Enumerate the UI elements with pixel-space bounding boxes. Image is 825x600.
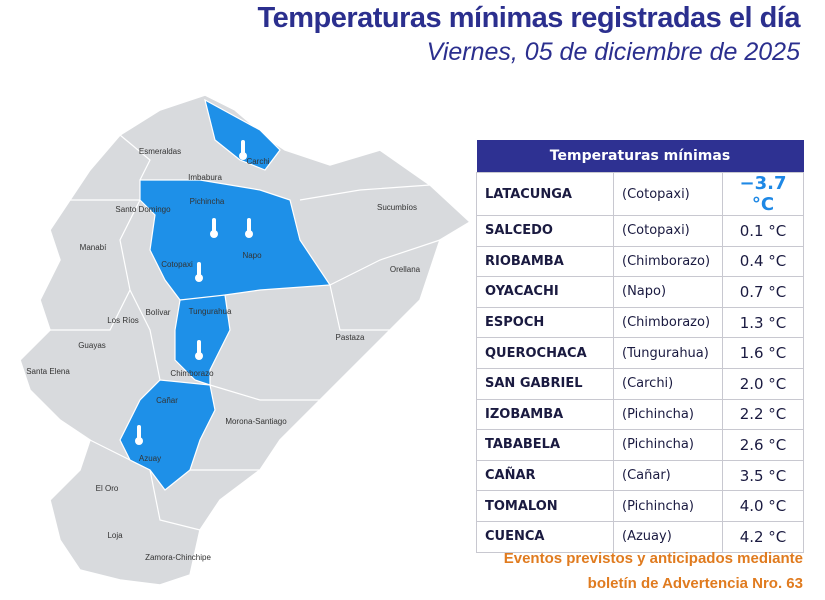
station: SALCEDO (476, 215, 614, 247)
temperature: 1.6 °C (722, 337, 804, 369)
temperature: 4.2 °C (722, 520, 804, 553)
station: ESPOCH (476, 306, 614, 339)
province-label: Carchi (246, 157, 269, 166)
table-title: Temperaturas mínimas (476, 140, 804, 173)
station: SAN GABRIEL (476, 367, 614, 400)
temperature: 2.6 °C (722, 429, 804, 461)
station: QUEROCHACA (476, 337, 614, 369)
province-label: Sucumbíos (377, 203, 417, 212)
station: RIOBAMBA (476, 245, 614, 278)
station: IZOBAMBA (476, 398, 614, 431)
station: TABABELA (476, 429, 614, 461)
province-label: Azuay (139, 454, 161, 463)
province-label: Esmeraldas (139, 147, 181, 156)
station: LATACUNGA (476, 172, 614, 216)
footer-line: boletín de Advertencia Nro. 63 (587, 575, 803, 592)
map: Carchi Esmeraldas Imbabura Pichincha Santo D… (19, 94, 470, 586)
province-label: Santo Domingo (115, 205, 171, 214)
table-row: QUEROCHACA (Tungurahua) 1.6 °C (476, 337, 804, 369)
temperature: 3.5 °C (722, 459, 804, 492)
temperature: 1.3 °C (722, 306, 804, 339)
station: CAÑAR (476, 459, 614, 492)
thermometer-icons (135, 140, 253, 445)
highlighted-provinces (119, 98, 332, 491)
table-row: TOMALON (Pichincha) 4.0 °C (476, 490, 804, 522)
temperature: 0.4 °C (722, 245, 804, 278)
province: (Carchi) (613, 367, 723, 400)
province-label: Los Ríos (107, 316, 139, 325)
province: (Cotopaxi) (613, 172, 723, 216)
province-label: Cotopaxi (161, 260, 193, 269)
country-shape (19, 94, 470, 586)
province-label: Pichincha (190, 197, 225, 206)
table-row: IZOBAMBA (Pichincha) 2.2 °C (476, 398, 804, 431)
temperature: 0.7 °C (722, 276, 804, 308)
province-label: Guayas (78, 341, 106, 350)
table-row: CAÑAR (Cañar) 3.5 °C (476, 459, 804, 492)
table-row: TABABELA (Pichincha) 2.6 °C (476, 429, 804, 461)
table-row: SALCEDO (Cotopaxi) 0.1 °C (476, 215, 804, 247)
province-label: Morona-Santiago (225, 417, 287, 426)
table-row: LATACUNGA (Cotopaxi) −3.7 °C (476, 172, 804, 216)
province: (Tungurahua) (613, 337, 723, 369)
temperature-table: Temperaturas mínimas LATACUNGA (Cotopaxi)… (476, 140, 804, 553)
province-label: Manabí (80, 243, 107, 252)
temperature: 0.1 °C (722, 215, 804, 247)
province: (Azuay) (613, 520, 723, 553)
table-row: RIOBAMBA (Chimborazo) 0.4 °C (476, 245, 804, 278)
temperature: 2.2 °C (722, 398, 804, 431)
province: (Pichincha) (613, 490, 723, 522)
temperature: 2.0 °C (722, 367, 804, 400)
province: (Pichincha) (613, 429, 723, 461)
province-label: Tungurahua (189, 307, 232, 316)
province: (Napo) (613, 276, 723, 308)
province-label: Zamora-Chinchipe (145, 553, 211, 562)
province-label: Loja (107, 531, 123, 540)
province-label: Santa Elena (26, 367, 70, 376)
subtitle: Viernes, 05 de diciembre de 2025 (426, 38, 800, 66)
province-label: Bolívar (146, 308, 171, 317)
temperature: 4.0 °C (722, 490, 804, 522)
province-borders (50, 134, 441, 531)
province-label: Orellana (390, 265, 421, 274)
table-row: CUENCA (Azuay) 4.2 °C (476, 520, 804, 553)
province-label: Napo (242, 251, 262, 260)
station: OYACACHI (476, 276, 614, 308)
province: (Chimborazo) (613, 306, 723, 339)
province-label: Chimborazo (170, 369, 214, 378)
province-label: El Oro (96, 484, 119, 493)
table-row: ESPOCH (Chimborazo) 1.3 °C (476, 306, 804, 339)
province-label: Imbabura (188, 173, 222, 182)
station: CUENCA (476, 520, 614, 553)
province: (Cotopaxi) (613, 215, 723, 247)
title: Temperaturas mínimas registradas el día (257, 2, 801, 34)
table-row: SAN GABRIEL (Carchi) 2.0 °C (476, 367, 804, 400)
province-label: Cañar (156, 396, 178, 405)
table-row: OYACACHI (Napo) 0.7 °C (476, 276, 804, 308)
temperature: −3.7 °C (722, 172, 804, 216)
province: (Cañar) (613, 459, 723, 492)
footer-line: Eventos previstos y anticipados mediante (503, 550, 803, 567)
province-label: Pastaza (336, 333, 365, 342)
station: TOMALON (476, 490, 614, 522)
province: (Chimborazo) (613, 245, 723, 278)
province: (Pichincha) (613, 398, 723, 431)
